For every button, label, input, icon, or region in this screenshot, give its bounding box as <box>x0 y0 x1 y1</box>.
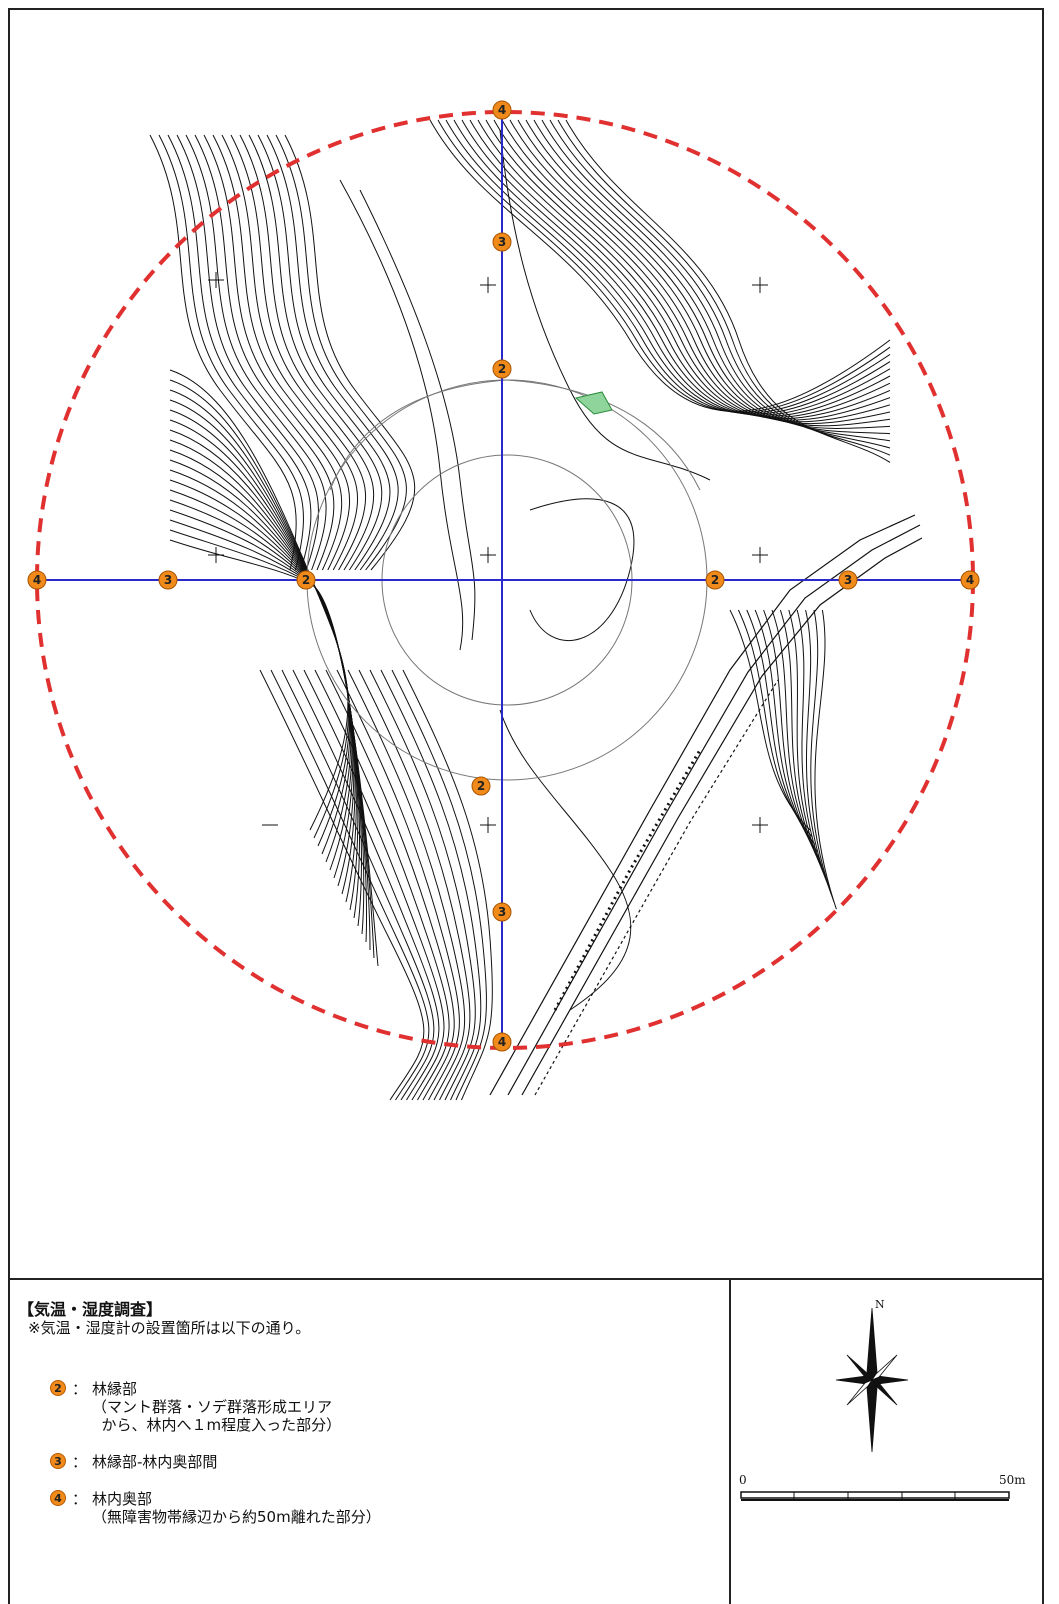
legend-item-desc: （マント群落・ソデ群落形成エリア から、林内へ１m程度入った部分） <box>92 1398 342 1434</box>
measurement-point-west-2: 2 <box>296 570 316 590</box>
measurement-points: 4 3 2 4 3 2 4 3 2 4 3 2 <box>27 100 980 1052</box>
panel-divider-horizontal <box>10 1278 1042 1280</box>
legend-item-label: 林内奥部 <box>92 1490 153 1508</box>
north-label: N <box>875 1298 885 1311</box>
north-arrow-icon <box>835 1307 909 1453</box>
compass-panel: N 0 50m <box>731 1280 1042 1604</box>
marker-badge: 2 <box>50 1380 66 1396</box>
measurement-point-west-4: 4 <box>27 570 47 590</box>
measurement-point-south-4: 4 <box>492 1032 512 1052</box>
legend-item-label: 林縁部 <box>92 1380 138 1398</box>
panel-divider-vertical <box>729 1280 731 1604</box>
svg-text:4: 4 <box>498 103 506 117</box>
svg-text:4: 4 <box>966 573 974 587</box>
road <box>489 514 923 1096</box>
svg-text:2: 2 <box>302 573 310 587</box>
green-patch <box>574 391 613 415</box>
marker-badge: 4 <box>50 1490 66 1506</box>
survey-cross-marks <box>208 272 768 833</box>
legend-item-label: 林縁部-林内奥部間 <box>92 1453 218 1471</box>
topographic-map: 4 3 2 4 3 2 4 3 2 4 3 2 <box>10 10 1042 1278</box>
svg-text:2: 2 <box>711 573 719 587</box>
scale-bar <box>740 1491 1010 1501</box>
svg-text:2: 2 <box>477 779 485 793</box>
measurement-point-east-4: 4 <box>960 570 980 590</box>
scale-end-label: 50m <box>999 1473 1026 1487</box>
contour-lines <box>149 119 891 1101</box>
svg-text:3: 3 <box>844 573 852 587</box>
measurement-point-west-3: 3 <box>158 570 178 590</box>
measurement-point-east-2: 2 <box>705 570 725 590</box>
legend-note: ※気温・湿度計の設置箇所は以下の通り。 <box>28 1319 311 1337</box>
measurement-point-north-4: 4 <box>492 100 512 120</box>
transect-lines <box>38 110 972 1042</box>
measurement-point-east-3: 3 <box>838 570 858 590</box>
svg-text:4: 4 <box>498 1035 506 1049</box>
measurement-point-north-3: 3 <box>492 232 512 252</box>
svg-text:3: 3 <box>164 573 172 587</box>
svg-text:2: 2 <box>498 362 506 376</box>
svg-text:3: 3 <box>498 905 506 919</box>
scale-start-label: 0 <box>739 1473 747 1487</box>
legend-title: 【気温・湿度調査】 <box>18 1300 163 1319</box>
svg-text:3: 3 <box>498 235 506 249</box>
measurement-point-north-2: 2 <box>492 359 512 379</box>
marker-badge: 3 <box>50 1453 66 1469</box>
legend-item-desc: （無障害物帯縁辺から約50m離れた部分） <box>92 1508 381 1526</box>
svg-text:4: 4 <box>33 573 41 587</box>
measurement-point-south-2: 2 <box>471 776 491 796</box>
legend-panel: 【気温・湿度調査】 ※気温・湿度計の設置箇所は以下の通り。 2 ： 林縁部 （マ… <box>10 1280 729 1604</box>
measurement-point-south-3: 3 <box>492 902 512 922</box>
